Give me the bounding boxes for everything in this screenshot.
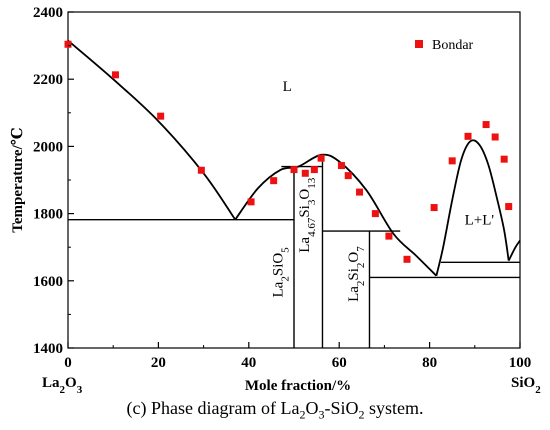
data-point-bondar-15 bbox=[385, 232, 393, 240]
x-tick-label: 100 bbox=[509, 355, 532, 371]
data-point-bondar-10 bbox=[317, 154, 325, 162]
data-point-bondar-21 bbox=[491, 133, 499, 141]
x-tick-label: 80 bbox=[422, 355, 437, 371]
caption-label: (c) bbox=[126, 398, 147, 418]
legend-marker-bondar bbox=[415, 40, 423, 48]
phase-boundary-lines bbox=[67, 39, 521, 348]
phase-label-5: L+L' bbox=[465, 212, 495, 228]
phase-label-2: La4.67Si3O13 bbox=[297, 177, 318, 252]
bondar-data-points bbox=[64, 40, 513, 263]
phase-label-4: L bbox=[283, 79, 292, 95]
data-point-bondar-18 bbox=[448, 157, 456, 165]
data-point-bondar-9 bbox=[310, 166, 318, 174]
y-tick-label: 2200 bbox=[33, 72, 63, 88]
phase-label-3: La2Si2O7 bbox=[346, 246, 367, 302]
data-point-bondar-1 bbox=[64, 40, 72, 48]
phase-label-1: La2SiO5 bbox=[271, 247, 292, 298]
y-axis-label: Temperature/℃ bbox=[10, 127, 26, 232]
data-point-bondar-12 bbox=[344, 172, 352, 180]
x-tick-label: 20 bbox=[151, 355, 166, 371]
data-point-bondar-22 bbox=[500, 155, 508, 163]
phase-annotations: La2SiO5 La4.67Si3O13 La2Si2O7 L L+L' bbox=[271, 79, 495, 302]
x-axis-end-label-sio2: SiO2 bbox=[511, 375, 541, 396]
x-tick-label: 60 bbox=[332, 355, 347, 371]
y-tick-label: 1400 bbox=[33, 341, 63, 357]
y-tick-label: 1800 bbox=[33, 207, 63, 223]
data-point-bondar-8 bbox=[301, 169, 309, 177]
caption-prefix: Phase diagram of bbox=[151, 398, 276, 418]
y-tick-label: 1600 bbox=[33, 274, 63, 290]
x-tick-label: 40 bbox=[241, 355, 256, 371]
x-axis-label: Mole fraction/% bbox=[245, 378, 351, 394]
data-point-bondar-13 bbox=[356, 188, 364, 196]
data-point-bondar-6 bbox=[270, 177, 278, 185]
data-point-bondar-4 bbox=[197, 166, 205, 174]
x-axis-end-label-la2o3: La2O3 bbox=[42, 375, 83, 396]
data-point-bondar-14 bbox=[371, 210, 379, 218]
data-point-bondar-19 bbox=[464, 132, 472, 140]
legend-label-bondar: Bondar bbox=[432, 38, 474, 53]
liquidus-curve-4 bbox=[507, 239, 521, 262]
liquidus-curve-2 bbox=[234, 153, 438, 277]
liquidus-curve-3 bbox=[435, 139, 510, 276]
y-tick-label: 2000 bbox=[33, 139, 63, 155]
data-point-bondar-17 bbox=[430, 204, 438, 212]
legend: Bondar bbox=[415, 38, 474, 53]
data-point-bondar-5 bbox=[247, 198, 255, 206]
figure-caption: (c) Phase diagram of La2O3-SiO2 system. bbox=[0, 398, 550, 423]
data-point-bondar-11 bbox=[337, 162, 345, 170]
data-point-bondar-3 bbox=[157, 112, 165, 120]
data-point-bondar-16 bbox=[403, 255, 411, 263]
caption-system-formula: La2O3-SiO2 system. bbox=[280, 398, 424, 422]
axis-ticks: 0 20 40 60 80 100 1400 1600 1800 2000 2200 2400 bbox=[33, 5, 531, 371]
y-tick-label: 2400 bbox=[33, 5, 63, 21]
liquidus-curve-1 bbox=[67, 39, 236, 221]
data-point-bondar-20 bbox=[482, 121, 490, 129]
x-tick-label: 0 bbox=[64, 355, 72, 371]
data-point-bondar-23 bbox=[505, 203, 513, 211]
data-point-bondar-7 bbox=[290, 166, 298, 174]
data-point-bondar-2 bbox=[111, 71, 119, 79]
